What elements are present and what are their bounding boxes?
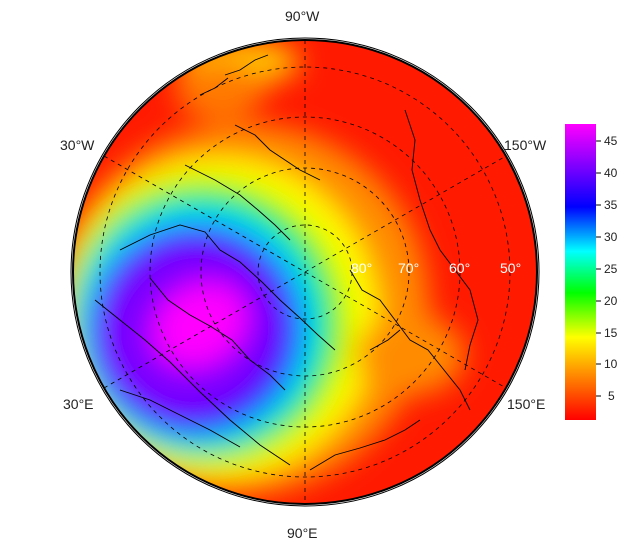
colorbar-tick-label: 10 — [604, 357, 618, 371]
graticule — [99, 40, 511, 504]
colorbar-tick-label: 30 — [604, 230, 618, 244]
label-90w: 90°W — [285, 8, 320, 24]
colorbar-tick-label: 40 — [604, 166, 618, 180]
colorbar-tick-label: 5 — [608, 389, 615, 403]
lat-label-80: 80° — [351, 260, 373, 276]
colorbar-tick-label: 45 — [604, 134, 618, 148]
label-150w: 150°W — [504, 137, 547, 153]
colorbar — [565, 124, 601, 420]
label-90e: 90°E — [287, 525, 318, 541]
label-150e: 150°E — [507, 396, 546, 412]
colorbar-tick-marks — [596, 140, 601, 397]
lat-label-50: 50° — [500, 260, 522, 276]
colorbar-tick-label: 25 — [604, 262, 618, 276]
lat-label-70: 70° — [398, 260, 420, 276]
top-orange-patch — [175, 60, 265, 120]
map-outline — [72, 39, 538, 505]
coastlines — [94, 54, 479, 471]
right-orange-patch — [355, 315, 465, 395]
colorbar-tick-label: 15 — [604, 326, 618, 340]
label-30w: 30°W — [60, 137, 95, 153]
colorbar-tick-label: 20 — [604, 294, 618, 308]
map-outer-outline — [70, 37, 540, 507]
lat-label-60: 60° — [449, 260, 471, 276]
colorbar-tick-label: 35 — [604, 198, 618, 212]
field-layer — [73, 40, 537, 504]
label-30e: 30°E — [63, 396, 94, 412]
colorbar-gradient — [565, 124, 596, 420]
